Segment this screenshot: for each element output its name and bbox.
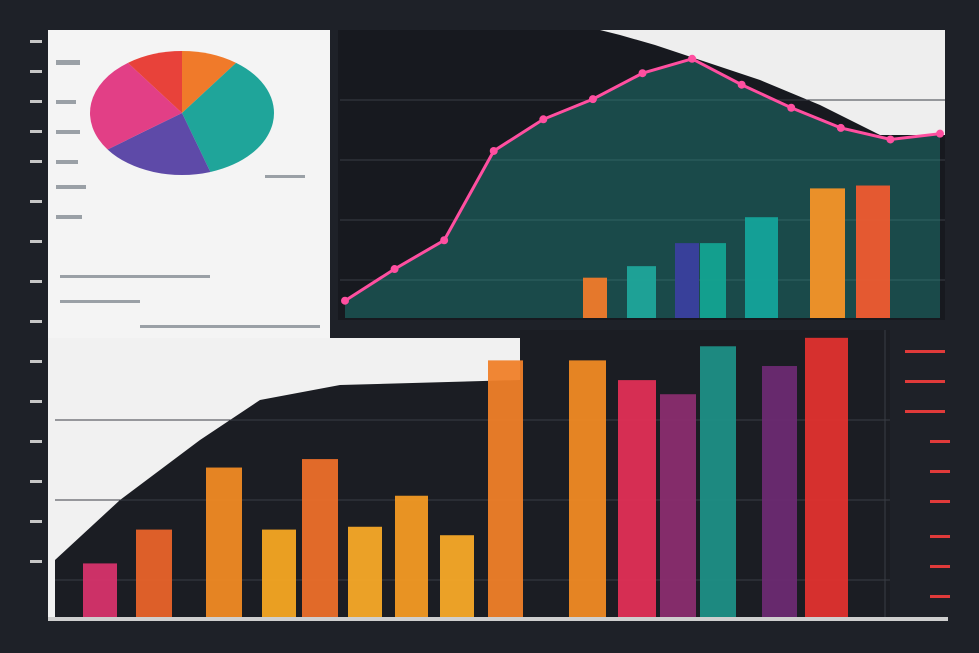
bar [206,467,242,617]
baseline [48,617,948,621]
line-point [787,103,796,112]
bar [440,535,474,617]
pie-slice [127,51,182,113]
bar [395,495,428,617]
pie-slice [182,62,274,172]
pie-slice [90,62,182,150]
bar [348,526,382,617]
bar [700,346,736,617]
bar [660,394,696,617]
line-point [836,123,845,132]
line-point [390,265,399,274]
line-point [489,146,498,155]
line-point [341,296,349,305]
line-point [737,80,746,89]
bar [583,277,607,318]
bar [810,188,845,318]
pie-slice [107,113,211,175]
right-markers [905,350,950,598]
bar [618,380,656,617]
line-point [638,69,647,78]
bar [675,243,699,318]
line-point [539,115,548,124]
line-point [936,129,944,138]
bar [569,360,606,617]
bar [488,360,523,617]
bar [83,563,117,617]
bar [762,366,797,617]
placeholder-text [56,60,320,328]
bar [302,459,338,617]
bar [745,217,778,318]
line-point [688,54,697,63]
line-point [440,236,449,245]
backdrop [600,30,945,135]
bar [136,529,172,617]
bar [700,243,726,318]
bar [856,185,890,318]
bar [627,266,656,318]
area [345,58,940,319]
left-ticks [30,40,42,563]
pie-slice [182,51,237,113]
line-point [588,95,597,104]
line-point [886,135,895,144]
bar [805,337,848,617]
bar [262,529,296,617]
